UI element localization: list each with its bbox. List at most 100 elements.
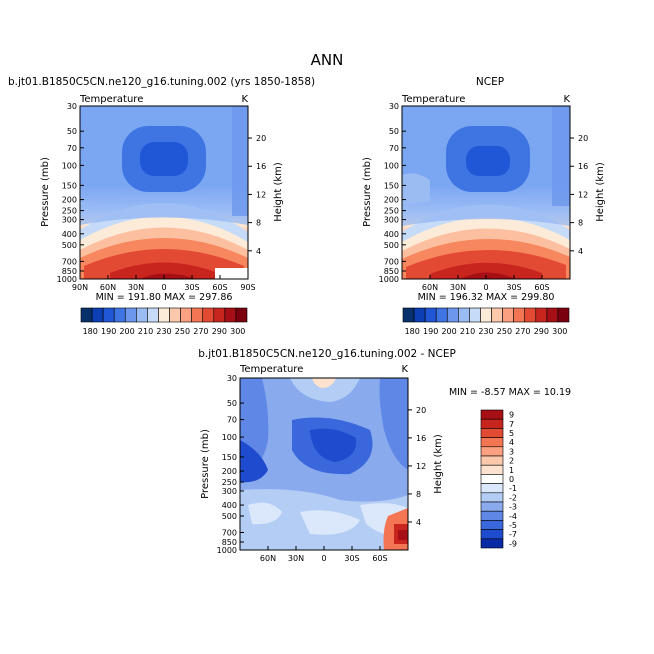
colorbar-swatch xyxy=(113,307,126,323)
pressure-tick-label: 850 xyxy=(384,267,399,276)
pressure-tick-label: 850 xyxy=(222,538,237,547)
colorbar-swatch xyxy=(480,455,504,466)
pressure-tick-label: 30 xyxy=(389,102,399,111)
pressure-tick-label: 500 xyxy=(384,241,399,250)
axis-ticks: 3050701001502002503004005007008501000481… xyxy=(57,102,267,292)
colorbar-swatch xyxy=(535,307,548,323)
colorbar-label: -7 xyxy=(509,530,517,539)
pressure-tick-label: 300 xyxy=(384,216,399,225)
lat-tick-label: 90S xyxy=(240,283,255,292)
pressure-tick-label: 400 xyxy=(62,230,77,239)
colorbar-swatch xyxy=(480,483,504,494)
colorbar-label: 200 xyxy=(119,327,134,336)
colorbar-temperature: 180 190 200 210 230 250 270 290 300 xyxy=(402,307,570,336)
height-tick-label: 20 xyxy=(578,134,588,143)
pressure-tick-label: 100 xyxy=(384,161,399,170)
colorbar-swatch xyxy=(402,307,415,323)
lat-tick-label: 60S xyxy=(534,283,549,292)
colorbar-swatch xyxy=(91,307,104,323)
lat-tick-label: 60N xyxy=(260,554,276,563)
pressure-tick-label: 70 xyxy=(389,144,399,153)
colorbar-swatch xyxy=(102,307,115,323)
var-label: Temperature xyxy=(239,364,303,375)
colorbar-swatch xyxy=(480,538,504,549)
lat-tick-label: 30N xyxy=(288,554,304,563)
axis-label-pressure: Pressure (mb) xyxy=(362,157,373,227)
colorbar-label: 290 xyxy=(212,327,227,336)
colorbar-swatch xyxy=(524,307,537,323)
pressure-tick-label: 700 xyxy=(384,257,399,266)
colorbar-label: 0 xyxy=(509,475,514,484)
colorbar-swatch xyxy=(480,418,504,429)
unit-label: K xyxy=(241,94,248,105)
height-tick-label: 16 xyxy=(416,434,426,443)
axis-label-height: Height (km) xyxy=(433,434,444,494)
colorbar-label: 230 xyxy=(478,327,493,336)
axis-label-pressure: Pressure (mb) xyxy=(200,429,211,499)
colorbar-swatch xyxy=(191,307,204,323)
panel-obs: NCEP Temperature K 305070100150200250300… xyxy=(362,76,606,336)
height-tick-label: 8 xyxy=(578,219,583,228)
colorbar-temperature: 180 190 200 210 230 250 270 290 300 xyxy=(80,307,248,336)
colorbar-swatch xyxy=(480,520,504,530)
colorbar-label: 2 xyxy=(509,457,514,466)
colorbar-swatch xyxy=(502,307,514,323)
colorbar-swatch xyxy=(480,428,504,438)
pressure-tick-label: 150 xyxy=(62,181,77,190)
height-tick-label: 8 xyxy=(256,219,261,228)
lat-tick-label: 30S xyxy=(184,283,199,292)
unit-label: K xyxy=(563,94,570,105)
stats-text: MIN = -8.57 MAX = 10.19 xyxy=(449,387,571,398)
axis-label-height: Height (km) xyxy=(273,162,284,222)
pressure-tick-label: 400 xyxy=(384,230,399,239)
pressure-tick-label: 250 xyxy=(222,478,237,487)
pressure-tick-label: 50 xyxy=(67,127,77,136)
pressure-tick-label: 150 xyxy=(222,453,237,462)
height-tick-label: 16 xyxy=(256,162,266,171)
colorbar-label: 7 xyxy=(509,420,514,429)
colorbar-swatch xyxy=(480,529,504,540)
colorbar-swatch xyxy=(480,437,504,448)
var-label: Temperature xyxy=(401,94,465,105)
colorbar-swatch xyxy=(158,307,170,323)
colorbar-swatch xyxy=(136,307,148,323)
pressure-tick-label: 300 xyxy=(222,487,237,496)
pressure-tick-label: 850 xyxy=(62,267,77,276)
panel-model: b.jt01.B1850C5CN.ne120_g16.tuning.002 (y… xyxy=(8,76,315,336)
colorbar-swatch xyxy=(480,501,504,512)
height-tick-label: 20 xyxy=(256,134,266,143)
colorbar-swatch xyxy=(202,307,215,323)
colorbar-label: 5 xyxy=(509,429,514,438)
pressure-tick-label: 70 xyxy=(227,416,237,425)
pressure-tick-label: 50 xyxy=(389,127,399,136)
colorbar-label: 190 xyxy=(423,327,438,336)
colorbar-label: 210 xyxy=(460,327,475,336)
unit-label: K xyxy=(401,364,408,375)
colorbar-label: -1 xyxy=(509,484,517,493)
pressure-tick-label: 700 xyxy=(62,257,77,266)
colorbar-label: 4 xyxy=(509,438,514,447)
height-tick-label: 12 xyxy=(416,462,426,471)
panel-header: b.jt01.B1850C5CN.ne120_g16.tuning.002 - … xyxy=(198,348,456,360)
colorbar-swatch xyxy=(213,307,226,323)
lat-tick-label: 60S xyxy=(212,283,227,292)
colorbar-label: -3 xyxy=(509,503,517,512)
lat-tick-label: 60N xyxy=(422,283,438,292)
panel-header: b.jt01.B1850C5CN.ne120_g16.tuning.002 (y… xyxy=(8,76,315,88)
colorbar-label: 250 xyxy=(175,327,190,336)
height-tick-label: 12 xyxy=(256,190,266,199)
pressure-tick-label: 200 xyxy=(62,196,77,205)
colorbar-swatch xyxy=(480,510,504,521)
colorbar-label: -5 xyxy=(509,521,517,530)
colorbar-swatch xyxy=(480,409,504,420)
colorbar-swatch xyxy=(235,307,248,323)
colorbar-swatch xyxy=(124,307,137,323)
axis-ticks: 3050701001502002503004005007008501000481… xyxy=(217,374,427,563)
pressure-tick-label: 500 xyxy=(222,512,237,521)
pressure-tick-label: 700 xyxy=(222,529,237,538)
pressure-tick-label: 100 xyxy=(62,161,77,170)
colorbar-label: 180 xyxy=(405,327,420,336)
colorbar-label: 300 xyxy=(230,327,245,336)
